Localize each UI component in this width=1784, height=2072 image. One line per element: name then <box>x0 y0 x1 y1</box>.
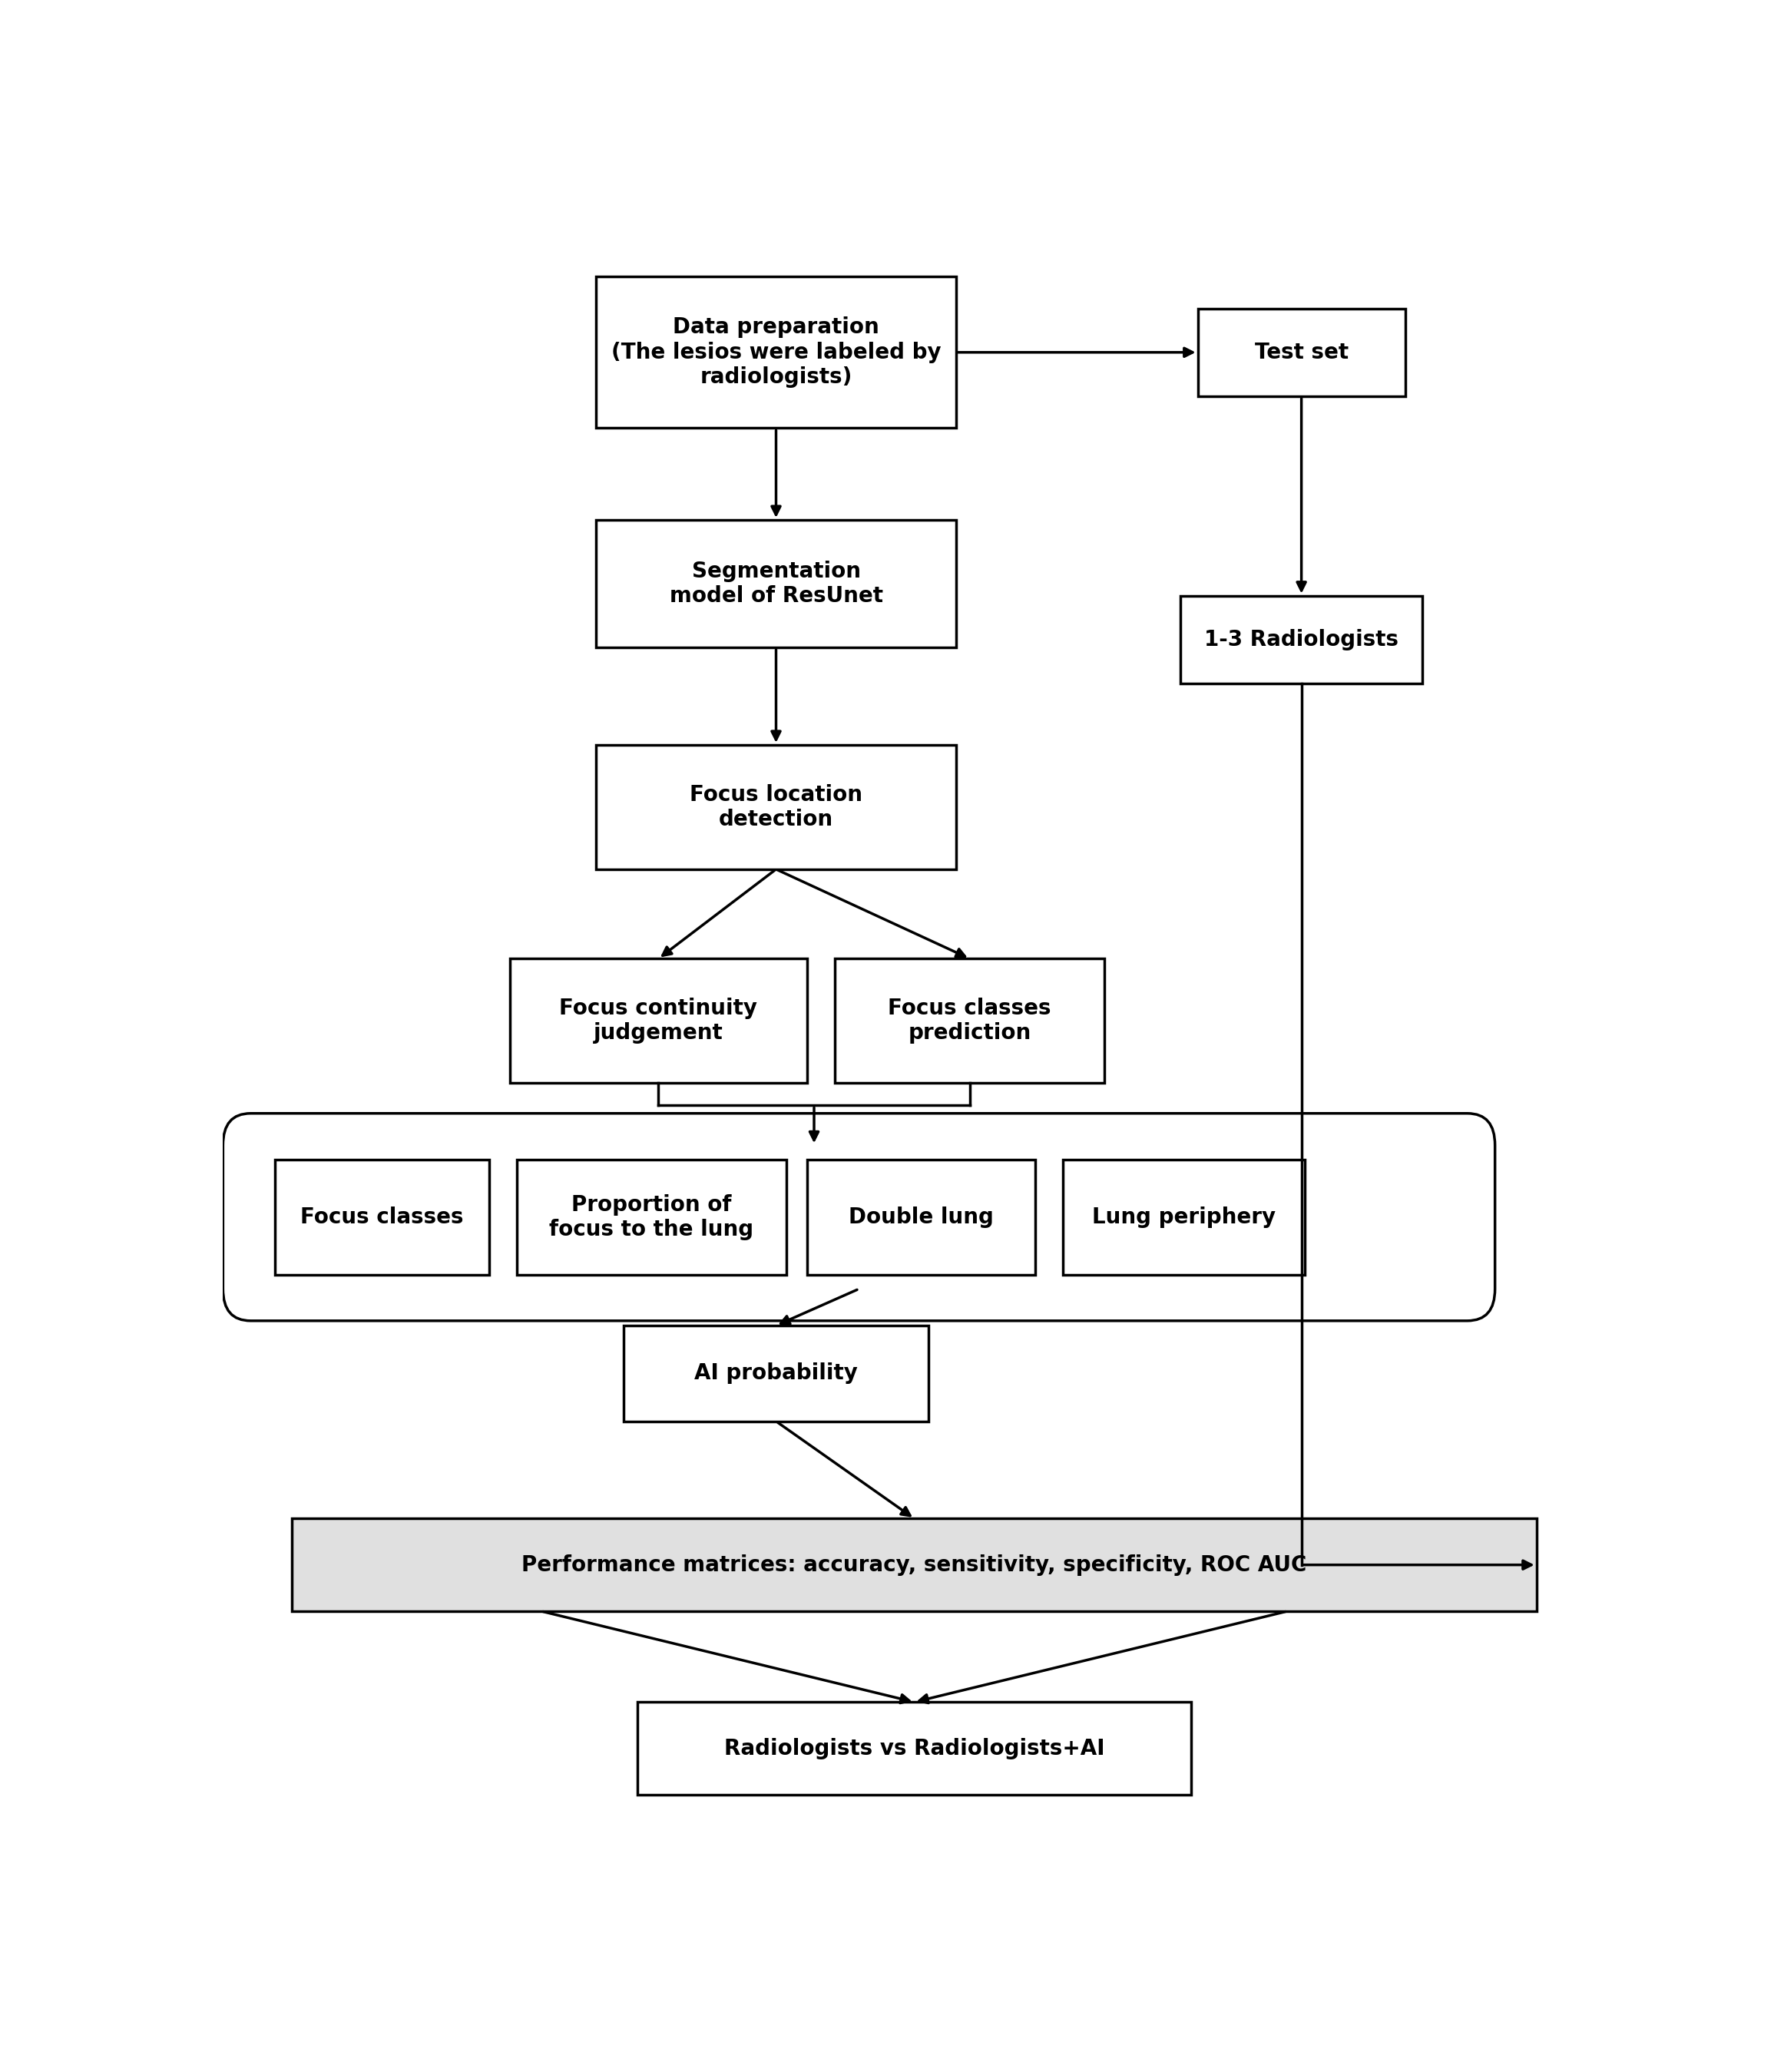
FancyBboxPatch shape <box>596 520 956 646</box>
FancyBboxPatch shape <box>223 1113 1495 1320</box>
FancyBboxPatch shape <box>806 1160 1035 1274</box>
FancyBboxPatch shape <box>596 744 956 870</box>
FancyBboxPatch shape <box>510 959 806 1084</box>
FancyBboxPatch shape <box>596 276 956 429</box>
Text: AI probability: AI probability <box>694 1363 858 1384</box>
FancyBboxPatch shape <box>1063 1160 1304 1274</box>
Text: Focus classes
prediction: Focus classes prediction <box>888 997 1051 1044</box>
FancyBboxPatch shape <box>1197 309 1406 396</box>
FancyBboxPatch shape <box>639 1701 1192 1794</box>
Text: Double lung: Double lung <box>849 1206 994 1229</box>
Text: 1-3 Radiologists: 1-3 Radiologists <box>1204 628 1399 651</box>
Text: Proportion of
focus to the lung: Proportion of focus to the lung <box>549 1193 755 1241</box>
FancyBboxPatch shape <box>275 1160 489 1274</box>
Text: Data preparation
(The lesios were labeled by
radiologists): Data preparation (The lesios were labele… <box>612 317 940 387</box>
Text: Segmentation
model of ResUnet: Segmentation model of ResUnet <box>669 562 883 607</box>
FancyBboxPatch shape <box>517 1160 787 1274</box>
Text: Test set: Test set <box>1254 342 1349 363</box>
Text: Focus location
detection: Focus location detection <box>690 783 862 831</box>
FancyBboxPatch shape <box>835 959 1104 1084</box>
Text: Focus classes: Focus classes <box>300 1206 464 1229</box>
FancyBboxPatch shape <box>1181 595 1422 684</box>
Text: Radiologists vs Radiologists+AI: Radiologists vs Radiologists+AI <box>724 1738 1104 1759</box>
Text: Performance matrices: accuracy, sensitivity, specificity, ROC AUC: Performance matrices: accuracy, sensitiv… <box>521 1554 1308 1575</box>
Text: Focus continuity
judgement: Focus continuity judgement <box>560 997 758 1044</box>
FancyBboxPatch shape <box>624 1326 928 1421</box>
Text: Lung periphery: Lung periphery <box>1092 1206 1276 1229</box>
FancyBboxPatch shape <box>293 1519 1536 1612</box>
